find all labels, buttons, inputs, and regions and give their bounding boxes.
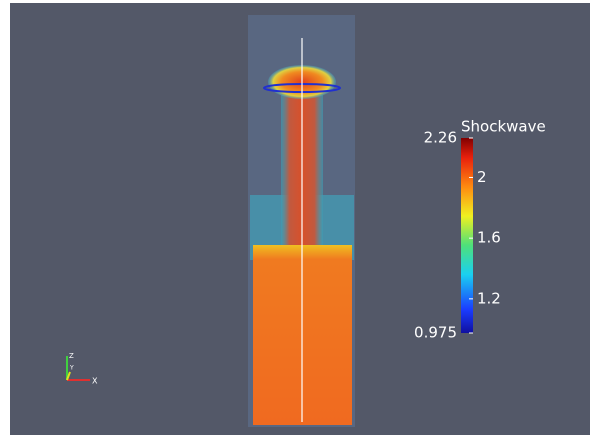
tick-label: 2 [477, 168, 487, 186]
render-view: Shockwave Z Y X 0.975 2.26 2 1.6 1.2 [0, 0, 595, 440]
tick-label: 1.6 [477, 229, 501, 247]
axis-label-x: X [92, 377, 98, 386]
tick-label: 1.2 [477, 289, 501, 307]
axis-label-z: Z [69, 352, 74, 360]
range-label: 2.26 [424, 129, 457, 147]
color-bar-title: Shockwave [461, 118, 546, 136]
color-bar [461, 138, 473, 333]
range-label: 0.975 [414, 324, 457, 342]
volume-rendering [248, 15, 355, 427]
axis-label-y: Y [69, 365, 74, 372]
